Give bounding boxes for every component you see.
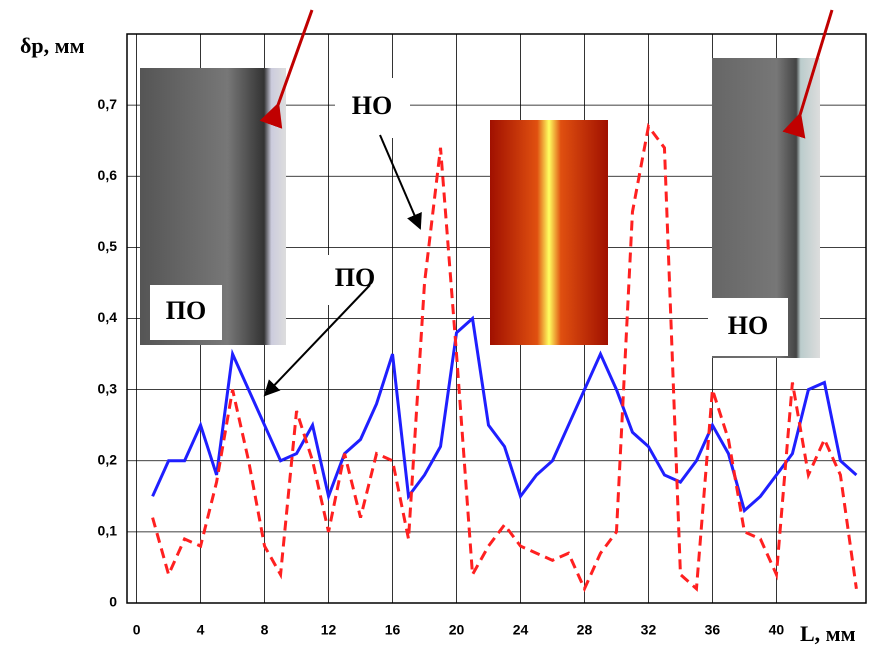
label-box bbox=[708, 298, 788, 356]
x-tick-label: 16 bbox=[385, 622, 401, 638]
x-tick-label: 32 bbox=[641, 622, 657, 638]
arrow bbox=[379, 134, 422, 230]
x-tick-label: 8 bbox=[261, 622, 269, 638]
y-tick-label: 0,3 bbox=[98, 380, 118, 396]
photo bbox=[490, 120, 608, 345]
x-tick-label: 24 bbox=[513, 622, 529, 638]
annotation: ПО bbox=[335, 263, 375, 292]
y-tick-label: 0,4 bbox=[98, 309, 118, 325]
x-tick-label: 12 bbox=[321, 622, 337, 638]
y-axis-label: δp, мм bbox=[20, 33, 85, 58]
arrow bbox=[263, 284, 371, 397]
x-tick-label: 40 bbox=[769, 622, 785, 638]
y-tick-label: 0 bbox=[109, 594, 117, 610]
arrow bbox=[782, 9, 834, 139]
y-tick-label: 0,6 bbox=[98, 167, 118, 183]
series-line bbox=[151, 315, 858, 514]
label-box bbox=[320, 255, 390, 305]
x-tick-label: 20 bbox=[449, 622, 465, 638]
label-box bbox=[335, 78, 410, 138]
y-tick-label: 0,5 bbox=[98, 238, 118, 254]
x-tick-label: 36 bbox=[705, 622, 721, 638]
x-axis-label: L, мм bbox=[800, 621, 856, 646]
x-tick-label: 4 bbox=[197, 622, 205, 638]
y-tick-label: 0,2 bbox=[98, 451, 118, 467]
plot bbox=[151, 122, 858, 593]
x-tick-label: 0 bbox=[133, 622, 141, 638]
label-box bbox=[150, 285, 222, 340]
annotation: НО bbox=[352, 91, 392, 120]
y-tick-label: 0,7 bbox=[98, 96, 118, 112]
annotation: ПО bbox=[166, 296, 206, 325]
label-box bbox=[795, 612, 893, 653]
annotation: НО bbox=[728, 311, 768, 340]
y-tick-label: 0,1 bbox=[98, 523, 118, 539]
arrow bbox=[259, 9, 314, 129]
x-tick-label: 28 bbox=[577, 622, 593, 638]
label-box bbox=[0, 18, 126, 73]
